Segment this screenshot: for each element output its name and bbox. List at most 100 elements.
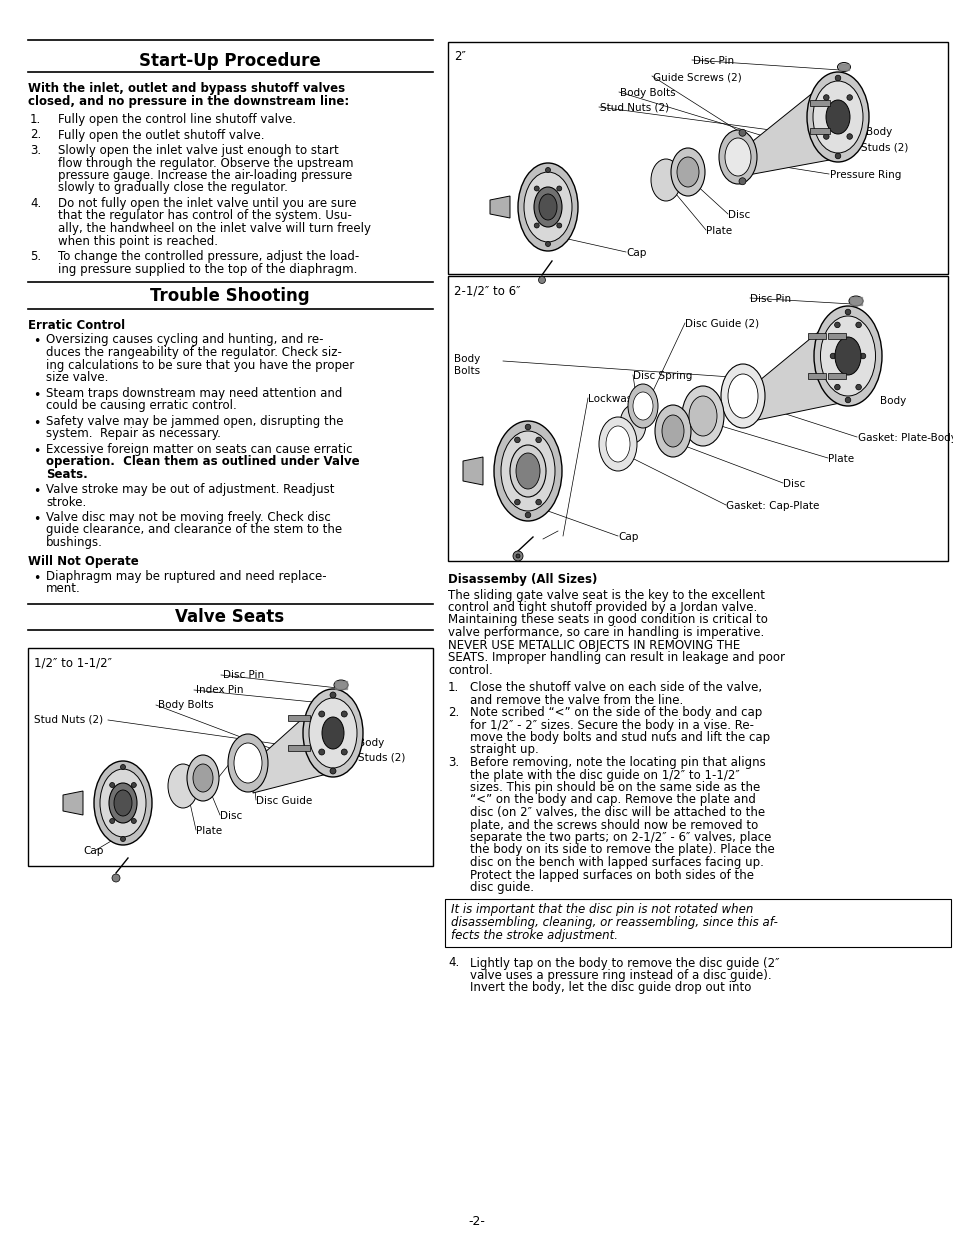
- Text: Close the shutoff valve on each side of the valve,: Close the shutoff valve on each side of …: [470, 680, 761, 694]
- Circle shape: [822, 133, 828, 140]
- Text: disc on the bench with lapped surfaces facing up.: disc on the bench with lapped surfaces f…: [470, 856, 763, 869]
- Circle shape: [112, 874, 120, 882]
- Ellipse shape: [834, 337, 861, 375]
- Ellipse shape: [619, 405, 645, 443]
- Text: pressure gauge. Increase the air-loading pressure: pressure gauge. Increase the air-loading…: [58, 169, 352, 182]
- Text: sizes. This pin should be on the same side as the: sizes. This pin should be on the same si…: [470, 781, 760, 794]
- Text: Guide Screws (2): Guide Screws (2): [652, 72, 741, 82]
- Circle shape: [330, 692, 335, 698]
- Text: Disc: Disc: [220, 811, 242, 821]
- Text: Lightly tap on the body to remove the disc guide (2″: Lightly tap on the body to remove the di…: [470, 956, 779, 969]
- Circle shape: [844, 398, 850, 403]
- Text: valve performance, so care in handling is imperative.: valve performance, so care in handling i…: [448, 626, 763, 638]
- Text: Steam traps downstream may need attention and: Steam traps downstream may need attentio…: [46, 387, 342, 399]
- Circle shape: [822, 95, 828, 100]
- Text: that the regulator has control of the system. Usu-: that the regulator has control of the sy…: [58, 210, 352, 222]
- Text: •: •: [33, 416, 40, 430]
- Circle shape: [536, 499, 541, 505]
- Ellipse shape: [233, 743, 262, 783]
- Circle shape: [514, 437, 519, 442]
- Text: Disc: Disc: [782, 479, 804, 489]
- Ellipse shape: [655, 405, 690, 457]
- Circle shape: [510, 468, 516, 474]
- Text: Slowly open the inlet valve just enough to start: Slowly open the inlet valve just enough …: [58, 144, 338, 157]
- Text: With the inlet, outlet and bypass shutoff valves: With the inlet, outlet and bypass shutof…: [28, 82, 345, 95]
- Bar: [807, 373, 825, 379]
- Text: Safety valve may be jammed open, disrupting the: Safety valve may be jammed open, disrupt…: [46, 415, 343, 427]
- Text: Studs (2): Studs (2): [357, 753, 405, 763]
- Text: fects the stroke adjustment.: fects the stroke adjustment.: [451, 929, 618, 941]
- Text: duces the rangeability of the regulator. Check siz-: duces the rangeability of the regulator.…: [46, 346, 341, 359]
- Text: Body Bolts: Body Bolts: [158, 700, 213, 710]
- Ellipse shape: [661, 415, 683, 447]
- Text: Disc Pin: Disc Pin: [749, 294, 790, 304]
- Ellipse shape: [670, 148, 704, 196]
- Circle shape: [834, 322, 840, 327]
- Text: Body: Body: [357, 739, 384, 748]
- Text: Disc: Disc: [727, 210, 749, 220]
- Text: Plate: Plate: [705, 226, 731, 236]
- Ellipse shape: [538, 194, 557, 220]
- Bar: [444, 899, 950, 946]
- Text: The sliding gate valve seat is the key to the excellent: The sliding gate valve seat is the key t…: [448, 589, 764, 601]
- Ellipse shape: [848, 296, 862, 306]
- Text: straight up.: straight up.: [470, 743, 538, 757]
- Ellipse shape: [724, 138, 750, 177]
- Circle shape: [525, 513, 530, 517]
- Circle shape: [534, 186, 538, 191]
- Circle shape: [330, 768, 335, 774]
- Ellipse shape: [806, 72, 868, 162]
- Text: Gasket: Cap-Plate: Gasket: Cap-Plate: [725, 501, 819, 511]
- Text: operation.  Clean them as outlined under Valve: operation. Clean them as outlined under …: [46, 454, 359, 468]
- Bar: [827, 333, 845, 338]
- Ellipse shape: [825, 100, 849, 135]
- Text: Erratic Control: Erratic Control: [28, 319, 125, 332]
- Polygon shape: [747, 75, 834, 175]
- Ellipse shape: [598, 417, 637, 471]
- Text: •: •: [33, 389, 40, 401]
- Circle shape: [536, 437, 541, 442]
- Text: Index Pin: Index Pin: [195, 685, 243, 695]
- Text: Oversizing causes cycling and hunting, and re-: Oversizing causes cycling and hunting, a…: [46, 333, 323, 347]
- Ellipse shape: [633, 391, 652, 420]
- Text: bushings.: bushings.: [46, 536, 103, 550]
- Bar: [288, 745, 310, 751]
- Text: Bolts: Bolts: [454, 366, 479, 375]
- Text: ing pressure supplied to the top of the diaphragm.: ing pressure supplied to the top of the …: [58, 263, 357, 275]
- Text: move the body bolts and stud nuts and lift the cap: move the body bolts and stud nuts and li…: [470, 731, 769, 743]
- Text: Trouble Shooting: Trouble Shooting: [150, 287, 310, 305]
- Polygon shape: [490, 196, 510, 219]
- Text: 3.: 3.: [30, 144, 41, 157]
- Text: 1/2″ to 1-1/2″: 1/2″ to 1-1/2″: [34, 656, 112, 669]
- Text: 1.: 1.: [448, 680, 458, 694]
- Text: Disc Pin: Disc Pin: [223, 671, 264, 680]
- Text: Stud Nuts (2): Stud Nuts (2): [34, 715, 103, 725]
- Polygon shape: [63, 790, 83, 815]
- Circle shape: [120, 836, 126, 841]
- Circle shape: [120, 764, 126, 769]
- Text: Plate: Plate: [827, 454, 853, 464]
- Ellipse shape: [719, 130, 757, 184]
- Text: 4.: 4.: [448, 956, 458, 969]
- Text: control.: control.: [448, 663, 493, 677]
- Ellipse shape: [517, 163, 578, 251]
- Text: Maintaining these seats in good condition is critical to: Maintaining these seats in good conditio…: [448, 614, 767, 626]
- Circle shape: [739, 130, 745, 136]
- Text: 2.: 2.: [448, 706, 458, 719]
- Text: Studs (2): Studs (2): [861, 142, 907, 152]
- Text: closed, and no pressure in the downstream line:: closed, and no pressure in the downstrea…: [28, 95, 349, 107]
- Text: ment.: ment.: [46, 583, 81, 595]
- Ellipse shape: [523, 172, 572, 242]
- Bar: [827, 373, 845, 379]
- Text: and remove the valve from the line.: and remove the valve from the line.: [470, 694, 682, 706]
- Text: Body: Body: [454, 354, 479, 364]
- Text: Disc Guide: Disc Guide: [255, 797, 312, 806]
- Ellipse shape: [168, 764, 198, 808]
- Circle shape: [834, 384, 840, 390]
- Text: Valve stroke may be out of adjustment. Readjust: Valve stroke may be out of adjustment. R…: [46, 483, 335, 496]
- Ellipse shape: [534, 186, 561, 227]
- Circle shape: [829, 353, 835, 359]
- Text: To change the controlled pressure, adjust the load-: To change the controlled pressure, adjus…: [58, 249, 359, 263]
- Ellipse shape: [516, 453, 539, 489]
- Text: Invert the body, let the disc guide drop out into: Invert the body, let the disc guide drop…: [470, 982, 751, 994]
